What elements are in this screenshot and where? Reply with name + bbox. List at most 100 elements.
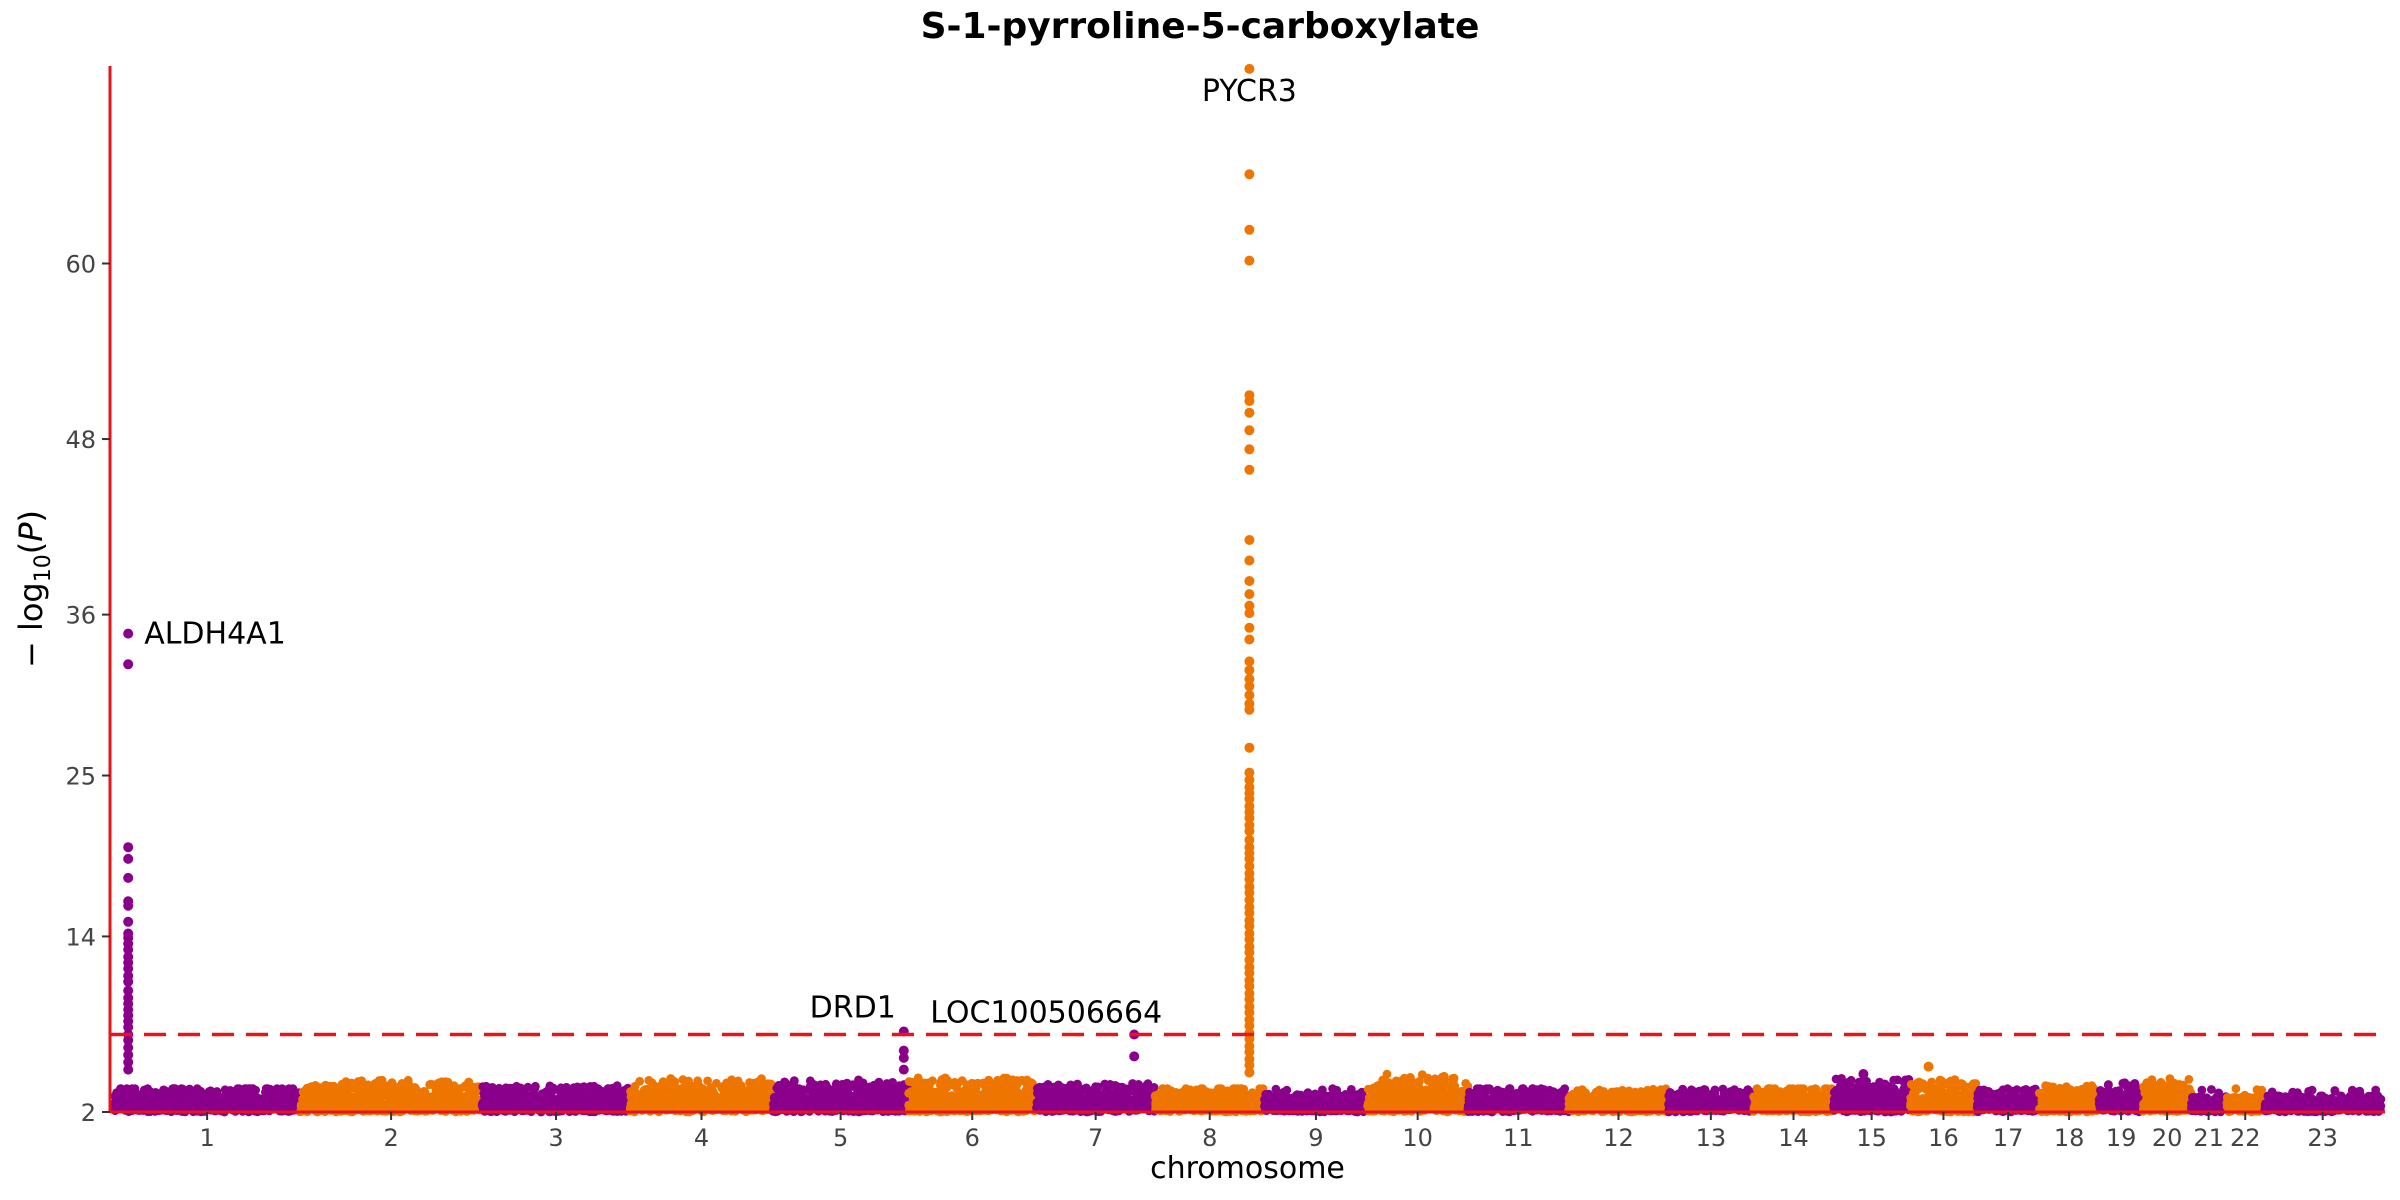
chromosome-4-points [625,1074,778,1117]
snp-point [632,1096,641,1105]
snp-point [420,1087,430,1097]
snp-point [846,1100,855,1109]
snp-point [1128,1079,1137,1088]
chromosome-1-points [110,1084,305,1117]
snp-point [481,1098,490,1107]
snp-point [906,1100,916,1109]
snp-point [1054,1101,1064,1111]
snp-point [923,1078,933,1088]
snp-point [734,1083,744,1093]
snp-point [507,1084,517,1093]
data-points-layer [110,63,2386,1117]
snp-point [370,1079,379,1089]
snp-point [1071,1080,1080,1090]
snp-point [142,1097,151,1107]
snp-point [870,1098,879,1108]
snp-point [965,1093,975,1103]
snp-point [647,1078,657,1087]
snp-point [545,1081,555,1091]
snp-point [1037,1090,1047,1099]
snp-point [245,1094,255,1104]
snp-point [235,1098,245,1108]
snp-point [727,1089,737,1099]
snp-point [263,1084,273,1093]
snp-point [688,1102,698,1112]
snp-point [135,1103,145,1113]
snp-point [245,1103,255,1112]
snp-point [997,1092,1006,1102]
snp-point [684,1076,693,1086]
snp-point [845,1091,855,1101]
snp-point [984,1075,994,1085]
snp-point [542,1099,552,1108]
snp-point [1075,1103,1085,1112]
snp-point [322,1082,332,1092]
snp-point [150,1093,160,1103]
snp-point [800,1095,810,1105]
snp-point [521,1090,531,1100]
snp-point [440,1079,450,1089]
snp-point [1140,1099,1150,1109]
snp-point [127,1084,137,1093]
snp-point [753,1077,763,1087]
snp-point [1112,1098,1121,1108]
snp-point [143,1084,153,1093]
chart-title: S-1-pyrroline-5-carboxylate [920,6,1480,47]
snp-point [865,1082,875,1092]
snp-point [377,1075,387,1085]
snp-point [1112,1084,1122,1093]
snp-point [223,1099,233,1108]
snp-point [1016,1101,1026,1110]
snp-point [219,1092,229,1102]
snp-point [504,1092,514,1102]
snp-point [703,1094,713,1104]
snp-point [652,1095,661,1105]
snp-point [261,1101,271,1111]
snp-point [277,1084,287,1093]
snp-point [942,1083,952,1092]
snp-point [125,1100,135,1110]
snp-point [341,1083,351,1092]
snp-point [751,1100,760,1110]
snp-point [353,1077,363,1086]
snp-point [531,1081,540,1091]
snp-point [433,1094,443,1104]
snp-point [333,1100,342,1110]
snp-point [170,1084,180,1093]
snp-point [174,1099,184,1109]
snp-point [424,1094,434,1104]
snp-point [399,1103,409,1112]
snp-point [488,1091,498,1101]
snp-point [635,1076,645,1086]
snp-point [913,1089,923,1098]
snp-point [234,1084,244,1093]
snp-point [431,1102,441,1112]
snp-point [407,1096,417,1105]
chromosome-6-points [904,1073,1041,1117]
snp-point [478,1082,488,1091]
snp-point [891,1091,901,1100]
snp-point [159,1085,169,1095]
snp-point [611,1089,621,1099]
snp-point [174,1092,184,1102]
snp-point [842,1078,852,1088]
snp-point [591,1090,600,1100]
snp-point [116,1084,125,1093]
snp-point [998,1100,1008,1110]
snp-point [360,1087,370,1096]
snp-point [540,1088,549,1098]
snp-point [1084,1088,1094,1098]
snp-point [659,1081,669,1091]
snp-point [1036,1098,1046,1108]
snp-point [955,1089,964,1099]
snp-point [967,1079,977,1089]
snp-point [268,1100,278,1110]
snp-point [921,1093,931,1103]
snp-point [937,1075,947,1084]
snp-point [398,1081,408,1090]
snp-point [311,1081,320,1090]
snp-point [817,1091,827,1101]
snp-point [465,1085,475,1095]
snp-point [593,1099,603,1108]
